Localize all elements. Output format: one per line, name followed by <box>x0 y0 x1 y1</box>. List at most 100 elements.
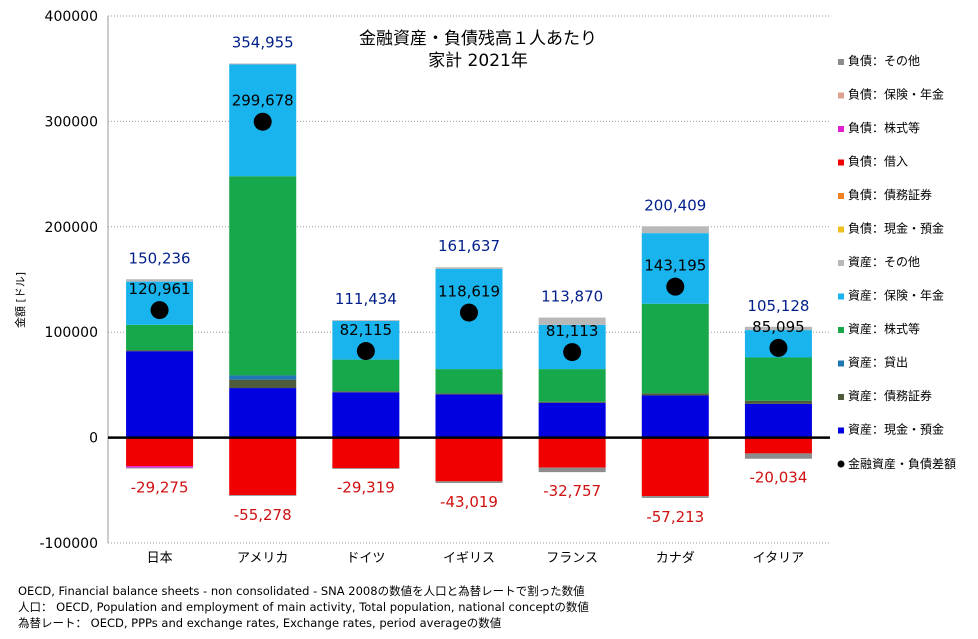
y-tick-label: 200000 <box>45 220 98 236</box>
bar-segment <box>126 437 194 467</box>
bar-segment <box>435 437 503 482</box>
bar-segment <box>126 467 194 469</box>
bar-segment <box>641 437 709 497</box>
bar-segment <box>538 401 606 403</box>
liability-total-label: -29,319 <box>337 479 395 497</box>
bar-segment <box>744 357 812 401</box>
legend-swatch <box>838 59 844 65</box>
bar-segment <box>332 437 400 469</box>
legend-label: 負債：債務証券 <box>848 187 932 202</box>
y-tick-label: -100000 <box>40 536 99 552</box>
legend-label: 資産：株式等 <box>848 321 920 336</box>
y-tick-label: 400000 <box>45 9 98 25</box>
legend-swatch <box>838 260 844 266</box>
liability-total-label: -55,278 <box>234 506 292 524</box>
net-value-label: 82,115 <box>340 321 393 339</box>
bar-segment <box>332 392 400 438</box>
legend-label: 負債：その他 <box>848 53 920 68</box>
net-marker <box>563 343 582 362</box>
asset-total-label: 113,870 <box>541 288 603 306</box>
asset-total-label: 354,955 <box>232 33 294 51</box>
bar-segment <box>332 359 400 392</box>
net-marker <box>769 338 788 357</box>
legend-swatch <box>838 126 844 132</box>
liability-total-label: -57,213 <box>646 508 704 526</box>
y-tick-label: 100000 <box>45 325 98 341</box>
liability-total-label: -32,757 <box>543 482 601 500</box>
net-marker <box>253 112 272 131</box>
liability-total-label: -29,275 <box>131 478 189 496</box>
bar-segment <box>435 369 503 394</box>
legend-label: 資産：保険・年金 <box>848 288 944 303</box>
net-marker <box>460 303 478 322</box>
category-label: イタリア <box>753 551 804 566</box>
net-marker <box>666 277 685 296</box>
net-markers <box>150 112 788 362</box>
legend-swatch <box>838 193 844 199</box>
bar-segment <box>229 176 297 376</box>
legend-swatch <box>838 427 844 434</box>
bar-segment <box>641 395 709 438</box>
data-labels: 150,236 -29,275 120,961 354,955 -55,278 299,6… <box>129 33 810 525</box>
note-line: 為替レート： OECD, PPPs and exchange rates, Ex… <box>18 616 502 630</box>
bar-segment <box>126 351 194 438</box>
legend-label: 負債：現金・預金 <box>848 221 944 236</box>
y-tick-label: 0 <box>89 431 98 447</box>
net-value-label: 143,195 <box>644 257 706 275</box>
liability-total-label: -43,019 <box>440 493 498 511</box>
net-value-label: 120,961 <box>129 280 191 298</box>
legend-swatch <box>838 92 844 99</box>
legend-swatch <box>838 226 844 233</box>
chart-canvas: 400000 300000 200000 100000 0 -100000 日本 アメリカ ド… <box>13 9 956 566</box>
legend-label: 負債：保険・年金 <box>848 87 944 102</box>
bar-segment <box>435 393 503 395</box>
chart-subtitle: 家計 2021年 <box>428 51 528 71</box>
bar-segment <box>229 63 297 65</box>
legend-label: 資産：債務証券 <box>848 388 932 403</box>
source-notes: OECD, Financial balance sheets - non con… <box>18 583 589 631</box>
bar-segment <box>538 467 606 473</box>
bar-segment <box>332 468 400 469</box>
legend-swatch <box>838 293 844 300</box>
bar-segment <box>641 496 709 498</box>
asset-total-label: 111,434 <box>335 290 397 308</box>
bar-segment <box>641 393 709 396</box>
bar-segment <box>538 402 606 438</box>
category-label: カナダ <box>656 551 695 566</box>
bar-segment <box>229 375 297 380</box>
bar-segment <box>538 437 606 468</box>
net-value-label: 118,619 <box>438 283 500 301</box>
legend-label: 金融資産・負債差額 <box>848 456 956 471</box>
bar-segment <box>126 350 194 352</box>
bar-segment <box>538 369 606 402</box>
liability-total-label: -20,034 <box>749 469 807 487</box>
y-axis-ticks: 400000 300000 200000 100000 0 -100000 <box>40 9 99 552</box>
y-tick-label: 300000 <box>45 114 98 130</box>
asset-total-label: 150,236 <box>129 249 191 267</box>
legend-net-marker <box>837 460 845 468</box>
note-line: 人口： OECD, Population and employment of m… <box>18 600 589 614</box>
asset-total-label: 200,409 <box>644 196 706 214</box>
net-value-label: 299,678 <box>232 92 294 110</box>
category-label: ドイツ <box>346 551 385 566</box>
bar-segment <box>229 495 297 496</box>
bar-segment <box>744 326 812 331</box>
x-axis-categories: 日本 アメリカ ドイツ イギリス フランス カナダ イタリア <box>147 551 805 566</box>
bar-segment <box>744 400 812 404</box>
legend-label: 資産：その他 <box>848 254 920 269</box>
bar-segment <box>126 466 194 468</box>
asset-total-label: 161,637 <box>438 237 500 255</box>
bar-segment <box>229 379 297 389</box>
bar-segment <box>229 388 297 438</box>
chart-title: 金融資産・負債残高１人あたり <box>359 29 597 49</box>
category-label: イギリス <box>443 551 495 566</box>
net-value-label: 81,113 <box>546 322 599 340</box>
bar-segment <box>435 481 503 483</box>
bar-segment <box>332 391 400 393</box>
legend: 負債：その他負債：保険・年金負債：株式等負債：借入負債：債務証券負債：現金・預金… <box>837 53 956 471</box>
note-line: OECD, Financial balance sheets - non con… <box>18 584 585 598</box>
legend-swatch <box>838 360 844 367</box>
bar-segment <box>538 317 606 325</box>
legend-swatch <box>838 394 844 400</box>
net-marker <box>150 301 169 320</box>
